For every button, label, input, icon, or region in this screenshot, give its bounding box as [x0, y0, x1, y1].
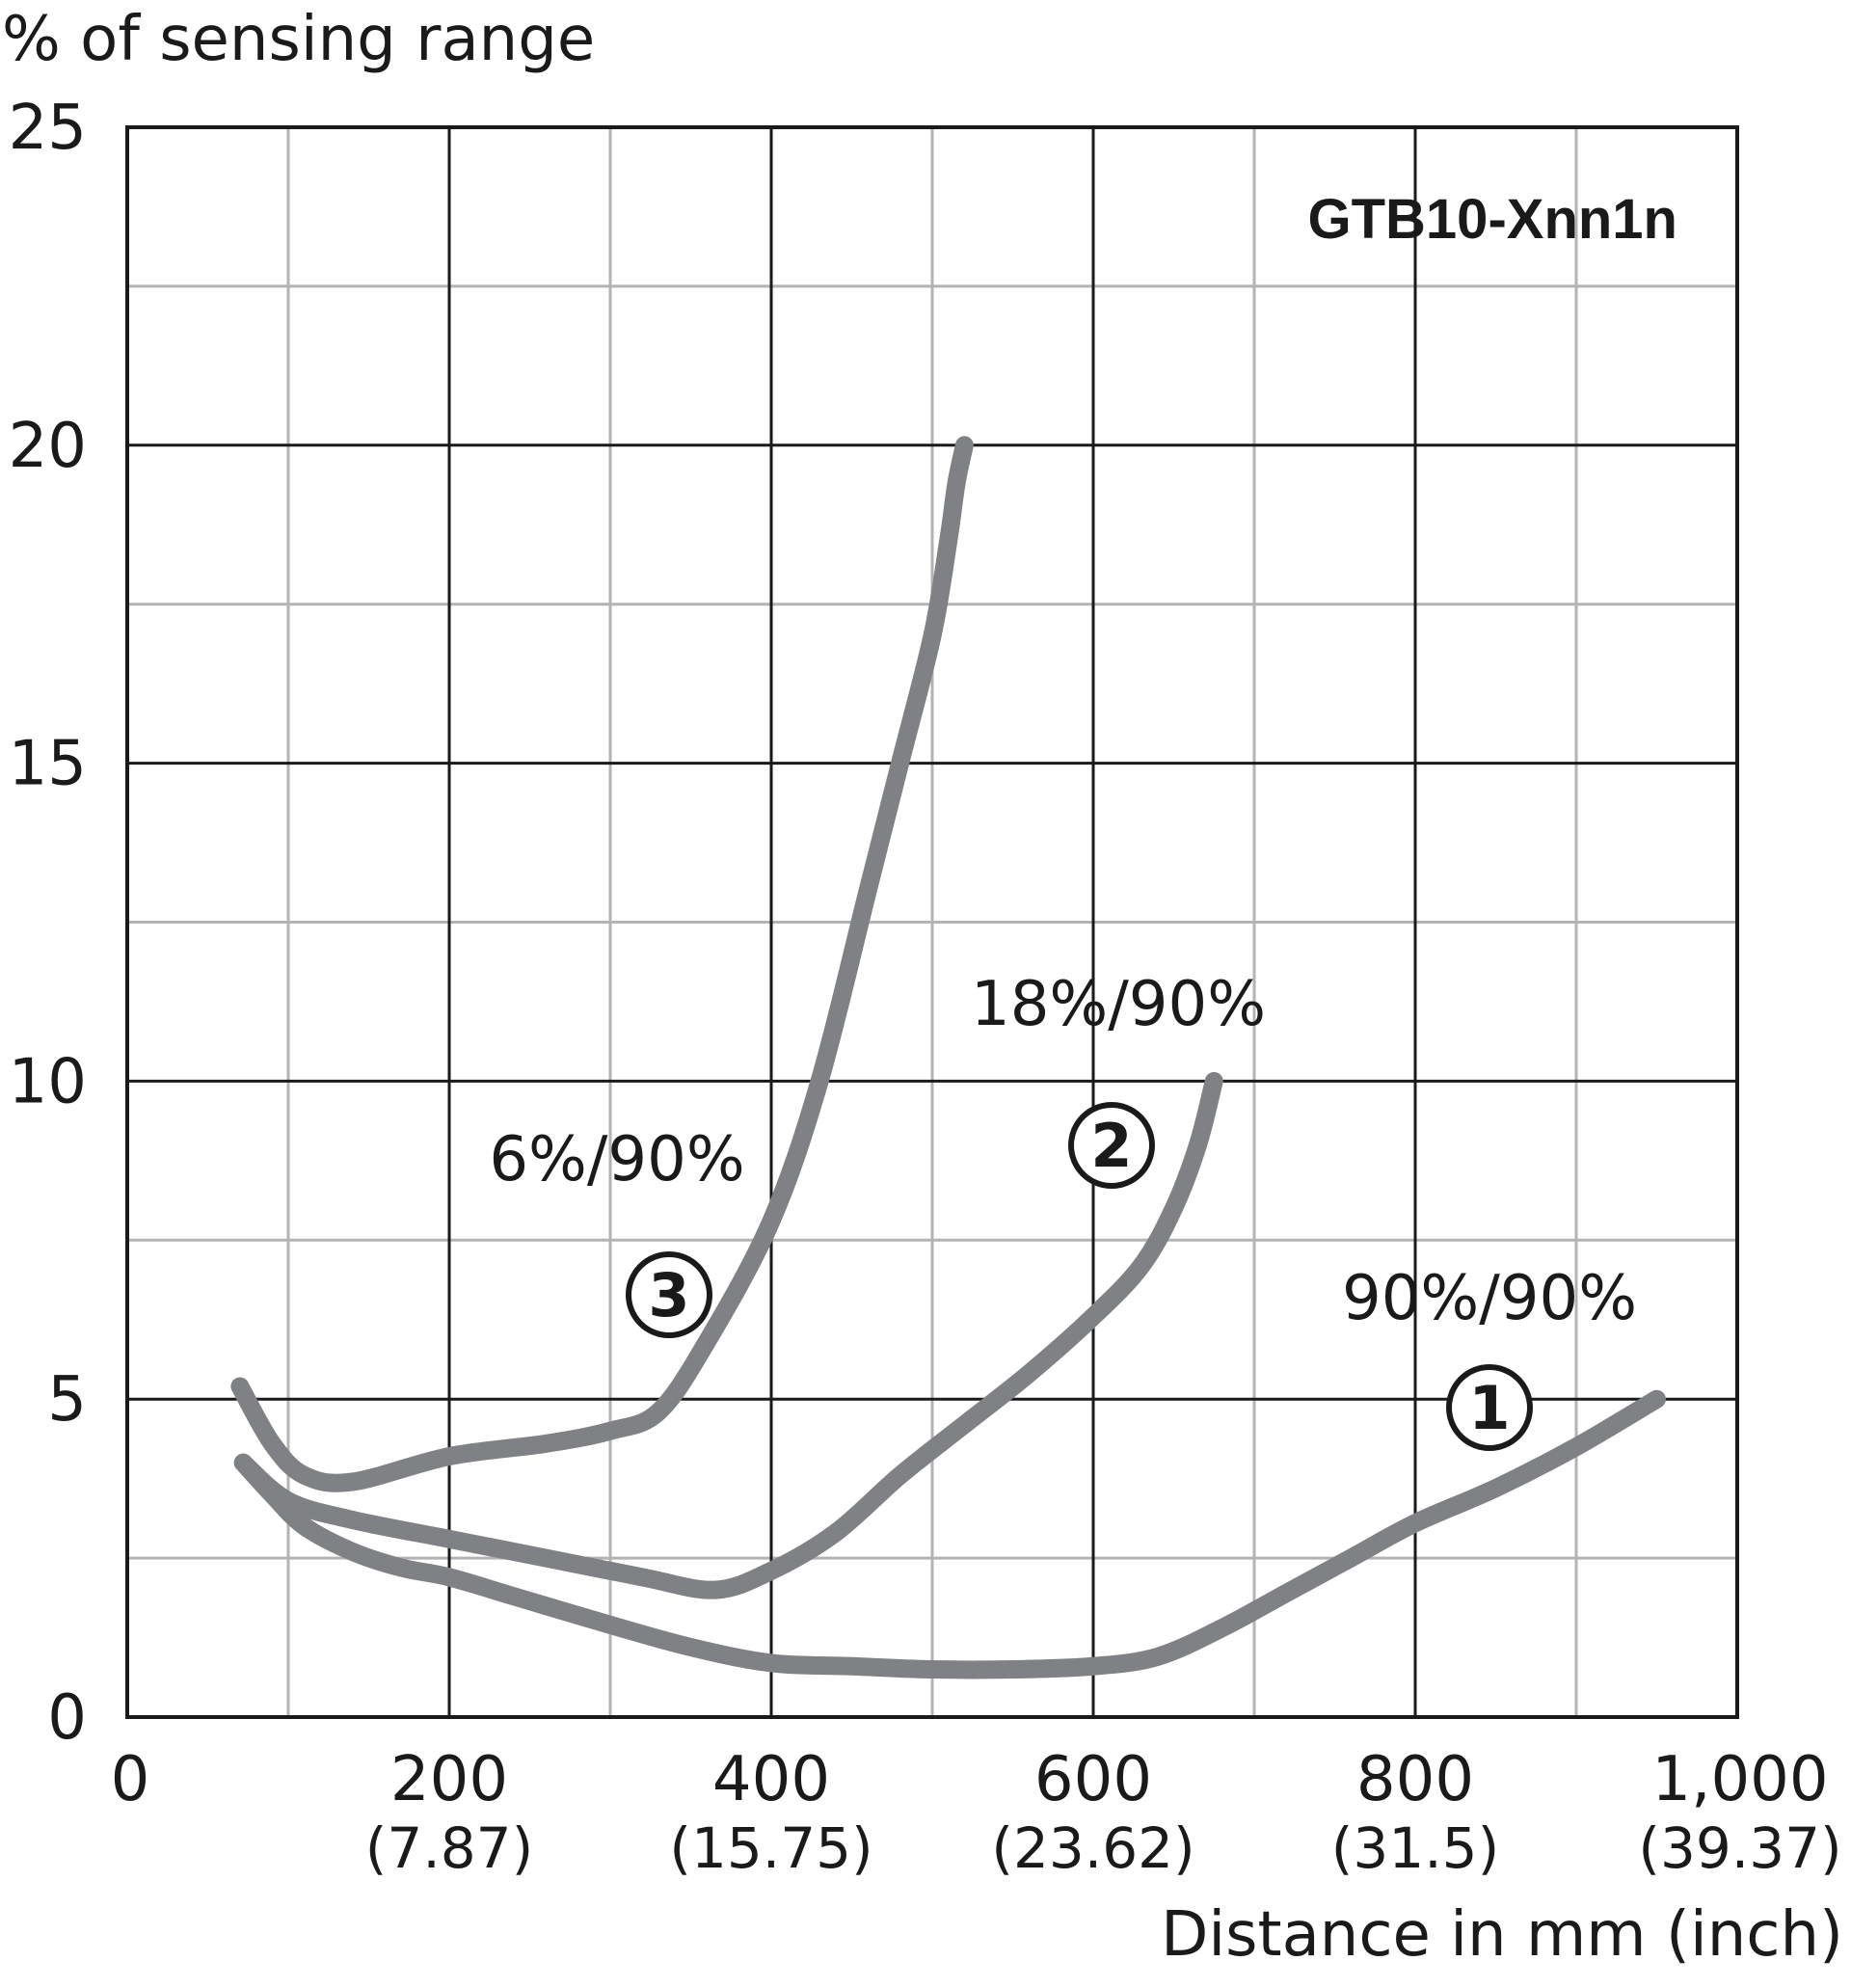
x-tick-sublabel: (39.37): [1638, 1815, 1841, 1881]
y-tick-label: 5: [47, 1364, 87, 1436]
series-label: 90%/90%: [1342, 1263, 1637, 1334]
series-6-90-line: [230, 436, 974, 1492]
chart-title: GTB10-Xnn1n: [1308, 188, 1678, 251]
y-tick-label: 10: [9, 1046, 87, 1117]
curves: [230, 436, 1666, 1679]
y-axis-label: % of sensing range: [2, 4, 595, 75]
grid-major: [125, 125, 1739, 1719]
x-tick-label: 1,000: [1651, 1744, 1828, 1815]
x-tick-sublabel: (23.62): [991, 1815, 1194, 1881]
series-label: 18%/90%: [971, 969, 1266, 1040]
y-tick-label: 15: [9, 729, 87, 800]
series-marker-circle: [1446, 1364, 1533, 1451]
series-90-90-line: [233, 1389, 1666, 1679]
plot-frame: [125, 125, 1739, 1719]
x-tick-label: 0: [111, 1744, 150, 1815]
series-marker-circle: [1068, 1102, 1155, 1189]
x-tick-sublabel: (31.5): [1331, 1815, 1499, 1881]
series-marker-number: 1: [1468, 1373, 1510, 1443]
series-label: 6%/90%: [489, 1124, 744, 1195]
series-marker-circle: [626, 1251, 712, 1338]
x-axis-label: Distance in mm (inch): [1161, 1899, 1843, 1971]
series-marker-number: 2: [1090, 1111, 1132, 1181]
x-tick-label: 800: [1356, 1744, 1474, 1815]
x-tick-sublabel: (15.75): [669, 1815, 872, 1881]
y-tick-label: 25: [9, 93, 87, 164]
x-tick-label: 400: [712, 1744, 830, 1815]
x-tick-sublabel: (7.87): [365, 1815, 533, 1881]
labels: 0 200(7.87)400(15.75)600(23.62)800(31.5)1…: [9, 93, 1842, 1881]
series-18-90-line: [233, 1071, 1223, 1599]
y-tick-label: 20: [9, 411, 87, 482]
x-tick-label: 600: [1034, 1744, 1152, 1815]
series-marker-number: 3: [648, 1260, 689, 1330]
y-tick-label: 0: [47, 1682, 87, 1754]
x-tick-label: 200: [390, 1744, 508, 1815]
